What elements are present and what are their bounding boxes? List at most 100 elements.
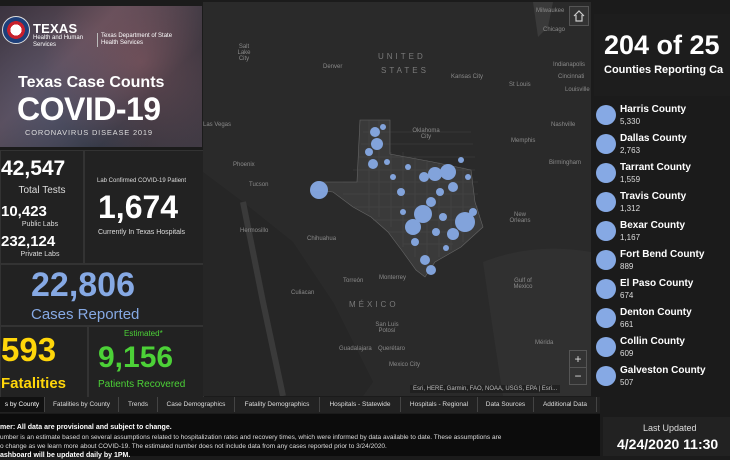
county-value: 507 xyxy=(620,378,634,387)
map-label: Cincinnati xyxy=(558,74,585,80)
hospital-header: Lab Confirmed COVID-19 Patient xyxy=(97,178,187,184)
map-view[interactable]: Milwaukee Chicago Salt Lake City Denver … xyxy=(203,2,591,396)
tab-fatalities-by-county[interactable]: Fatalities by County xyxy=(45,397,119,412)
hospital-value: 1,674 xyxy=(98,189,179,225)
map-label: Torreón xyxy=(343,278,364,284)
county-bubble xyxy=(596,105,616,125)
list-item[interactable]: Tarrant County 1,559 xyxy=(594,160,730,188)
map-label: Culiacan xyxy=(291,290,315,296)
last-updated-value: 4/24/2020 11:30 xyxy=(617,436,719,452)
tab-hospitals-statewide[interactable]: Hospitals - Statewide xyxy=(320,397,401,412)
tab-case-demographics[interactable]: Case Demographics xyxy=(158,397,235,412)
map-label: UNITED xyxy=(378,52,426,61)
header-banner: TEXAS Health and Human Services Texas De… xyxy=(0,6,202,147)
recovered-panel: Estimated* 9,156 Patients Recovered xyxy=(88,326,204,398)
county-bubble xyxy=(596,192,616,212)
hhs-label: Health and Human Services xyxy=(33,35,84,48)
recovered-label: Patients Recovered xyxy=(98,379,186,390)
list-item[interactable]: Travis County 1,312 xyxy=(594,189,730,217)
disclaimer-line: mer: All data are provisional and subjec… xyxy=(0,424,172,431)
map-label: STATES xyxy=(381,66,429,75)
county-bubble xyxy=(596,221,616,241)
texas-seal-logo xyxy=(2,16,30,44)
map-label: Salt Lake City xyxy=(237,44,251,62)
home-icon xyxy=(573,10,585,22)
county-name: Denton County xyxy=(620,307,692,318)
map-attribution: Esri, HERE, Garmin, FAO, NOAA, USGS, EPA… xyxy=(410,385,561,393)
map-label: Chicago xyxy=(543,27,566,33)
county-value: 674 xyxy=(620,291,634,300)
covid-subtitle: CORONAVIRUS DISEASE 2019 xyxy=(25,128,153,137)
tab-cases-by-county[interactable]: s by County xyxy=(0,397,45,412)
tab-additional-data[interactable]: Additional Data xyxy=(534,397,597,412)
fatalities-panel: 593 Fatalities xyxy=(0,326,88,398)
case-counts-title: Texas Case Counts xyxy=(18,74,165,91)
dshs-label: Texas Department of State Health Service… xyxy=(97,33,189,47)
zoom-in-button[interactable]: + xyxy=(569,350,587,368)
hospital-label: Currently In Texas Hospitals xyxy=(98,229,186,236)
public-labs-label: Public Labs xyxy=(21,221,59,228)
county-list[interactable]: Harris County 5,330 Dallas County 2,763 Ta… xyxy=(594,98,730,394)
texas-label: TEXAS xyxy=(33,21,78,36)
county-value: 1,559 xyxy=(620,175,641,184)
county-name: Tarrant County xyxy=(620,162,691,173)
list-item[interactable]: Galveston County 507 xyxy=(594,363,730,391)
map-label: Memphis xyxy=(511,138,536,144)
map-label: Querétaro xyxy=(378,346,406,352)
county-bubble xyxy=(596,366,616,386)
list-item[interactable]: Harris County 5,330 xyxy=(594,102,730,130)
county-name: El Paso County xyxy=(620,278,694,289)
estimated-label: Estimated* xyxy=(124,329,163,338)
county-name: Travis County xyxy=(620,191,687,202)
tests-panel: 42,547 Total Tests 10,423 Public Labs 23… xyxy=(0,150,84,264)
tab-fatality-demographics[interactable]: Fatality Demographics xyxy=(235,397,320,412)
map-label: Denver xyxy=(323,64,343,70)
county-name: Galveston County xyxy=(620,365,706,376)
county-value: 661 xyxy=(620,320,634,329)
total-tests-label: Total Tests xyxy=(18,185,66,196)
county-bubble xyxy=(596,308,616,328)
map-label: Louisville xyxy=(565,87,590,93)
total-tests-value: 42,547 xyxy=(1,157,66,180)
map-label: Guadalajara xyxy=(339,346,372,352)
county-name: Collin County xyxy=(620,336,685,347)
county-value: 2,763 xyxy=(620,146,641,155)
disclaimer-line: umber is an estimate based on several as… xyxy=(0,434,502,441)
county-value: 5,330 xyxy=(620,117,641,126)
covid-title: COVID-19 xyxy=(17,91,161,127)
zoom-out-button[interactable]: − xyxy=(569,367,587,385)
home-button[interactable] xyxy=(569,6,589,26)
county-value: 889 xyxy=(620,262,634,271)
list-item[interactable]: Bexar County 1,167 xyxy=(594,218,730,246)
county-value: 609 xyxy=(620,349,634,358)
map-label: Gulf of Mexico xyxy=(513,278,533,290)
cases-panel: 22,806 Cases Reported xyxy=(0,264,204,326)
fatalities-label: Fatalities xyxy=(1,375,67,392)
counties-count-subtitle: Counties Reporting Ca xyxy=(604,64,724,76)
map-label: Milwaukee xyxy=(536,8,565,14)
map-label: Kansas City xyxy=(451,74,484,80)
basemap xyxy=(203,2,591,396)
cases-label: Cases Reported xyxy=(31,306,140,323)
disclaimer-line: o change as we learn more about COVID-19… xyxy=(0,443,387,450)
map-label: Mérida xyxy=(535,340,554,346)
list-item[interactable]: Collin County 609 xyxy=(594,334,730,362)
county-bubble xyxy=(596,279,616,299)
fatalities-value: 593 xyxy=(1,331,57,368)
list-item[interactable]: Denton County 661 xyxy=(594,305,730,333)
map-label: New Orleans xyxy=(509,212,531,224)
map-label: Mexico City xyxy=(389,362,421,368)
list-item[interactable]: Dallas County 2,763 xyxy=(594,131,730,159)
county-name: Bexar County xyxy=(620,220,686,231)
tab-data-sources[interactable]: Data Sources xyxy=(478,397,534,412)
list-item[interactable]: Fort Bend County 889 xyxy=(594,247,730,275)
county-bubble xyxy=(596,337,616,357)
map-label: St Louis xyxy=(509,82,531,88)
disclaimer-panel: mer: All data are provisional and subjec… xyxy=(0,414,600,459)
map-label: Hermosillo xyxy=(240,228,269,234)
tab-hospitals-regional[interactable]: Hospitals - Regional xyxy=(401,397,478,412)
list-item[interactable]: El Paso County 674 xyxy=(594,276,730,304)
private-labs-value: 232,124 xyxy=(1,233,56,250)
tab-bar: s by County Fatalities by County Trends … xyxy=(0,397,600,413)
tab-trends[interactable]: Trends xyxy=(119,397,158,412)
